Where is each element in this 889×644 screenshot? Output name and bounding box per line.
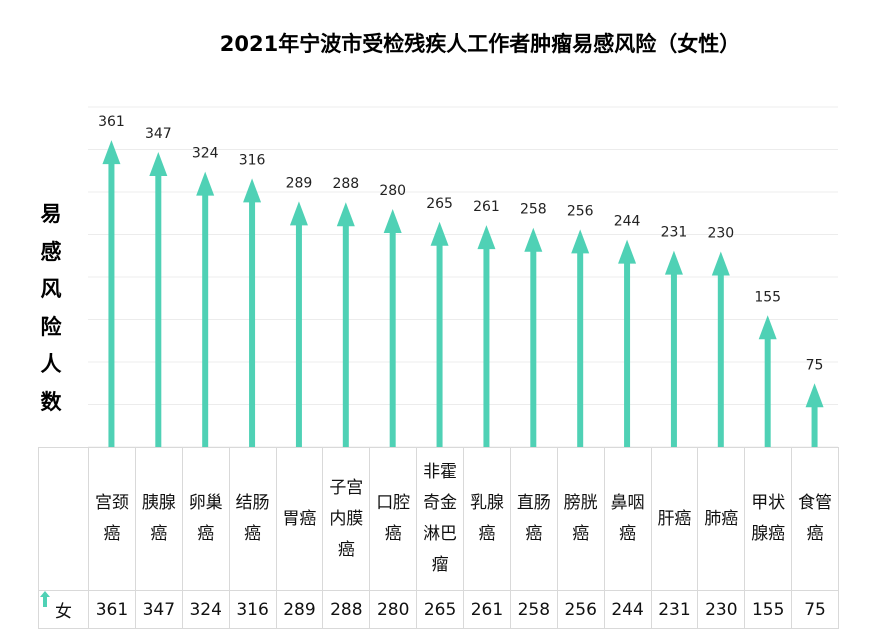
arrow-bar	[618, 239, 637, 447]
arrow-bar	[477, 225, 496, 447]
table-value: 280	[369, 590, 418, 629]
value-label: 280	[379, 183, 406, 199]
category-label: 口腔癌	[369, 447, 418, 591]
arrow-bar	[430, 221, 449, 447]
value-label: 256	[567, 203, 594, 219]
table-value: 230	[697, 590, 746, 629]
category-label: 肺癌	[697, 447, 746, 591]
value-label: 316	[239, 152, 266, 168]
value-label: 75	[806, 357, 824, 373]
table-value: 75	[791, 590, 839, 629]
chart-title: 2021年宁波市受检残疾人工作者肿瘤易感风险（女性）	[219, 32, 741, 56]
value-label: 244	[614, 214, 641, 230]
category-label: 胃癌	[275, 447, 324, 591]
table-value: 244	[603, 590, 652, 629]
y-axis-label: 易感风险人数	[40, 202, 62, 414]
category-label: 乳腺癌	[463, 447, 511, 591]
arrow-bar	[336, 202, 355, 447]
arrow-bar	[196, 171, 215, 447]
arrow-bar	[289, 201, 308, 447]
arrow-bar	[664, 250, 683, 447]
category-label: 宫颈癌	[88, 447, 136, 591]
category-label: 直肠癌	[509, 447, 558, 591]
category-label: 甲状腺癌	[744, 447, 793, 591]
table-value: 155	[744, 590, 793, 629]
table-value: 265	[416, 590, 464, 629]
category-label: 胰腺癌	[134, 447, 183, 591]
table-value: 289	[275, 590, 324, 629]
arrow-bar	[758, 315, 777, 447]
arrow-bar	[711, 251, 730, 447]
value-label: 347	[145, 126, 172, 142]
table-value: 256	[556, 590, 605, 629]
table-value: 231	[650, 590, 699, 629]
arrow-bar	[571, 229, 590, 447]
category-label: 子宫内膜癌	[322, 447, 371, 591]
category-label: 非霍奇金淋巴瘤	[416, 447, 464, 591]
table-value: 324	[181, 590, 230, 629]
table-value: 258	[509, 590, 558, 629]
table-cell	[38, 447, 89, 591]
value-label: 155	[754, 289, 781, 305]
arrow-bar	[805, 383, 824, 447]
value-label: 261	[473, 199, 500, 215]
category-label: 卵巢癌	[181, 447, 230, 591]
value-label: 361	[98, 114, 125, 130]
value-label: 289	[286, 175, 313, 191]
table-value: 261	[463, 590, 511, 629]
legend-icon	[40, 591, 50, 607]
category-label: 食管癌	[791, 447, 839, 591]
arrow-bar	[102, 140, 121, 447]
legend-label: 女	[55, 602, 72, 622]
arrow-bar	[149, 152, 168, 448]
category-label: 膀胱癌	[556, 447, 605, 591]
table-value: 316	[228, 590, 277, 629]
value-label: 265	[426, 196, 453, 212]
value-label: 288	[332, 176, 359, 192]
category-label: 鼻咽癌	[603, 447, 652, 591]
value-label: 258	[520, 202, 547, 218]
table-value: 347	[134, 590, 183, 629]
category-label: 肝癌	[650, 447, 699, 591]
value-label: 231	[661, 225, 688, 241]
value-label: 324	[192, 146, 219, 162]
value-label: 230	[707, 226, 734, 242]
arrow-bar	[243, 178, 262, 447]
arrow-bar	[524, 227, 543, 447]
table-value: 288	[322, 590, 371, 629]
category-label: 结肠癌	[228, 447, 277, 591]
legend-cell: 女	[38, 590, 89, 629]
arrow-bar	[383, 209, 402, 447]
table-value: 361	[88, 590, 136, 629]
